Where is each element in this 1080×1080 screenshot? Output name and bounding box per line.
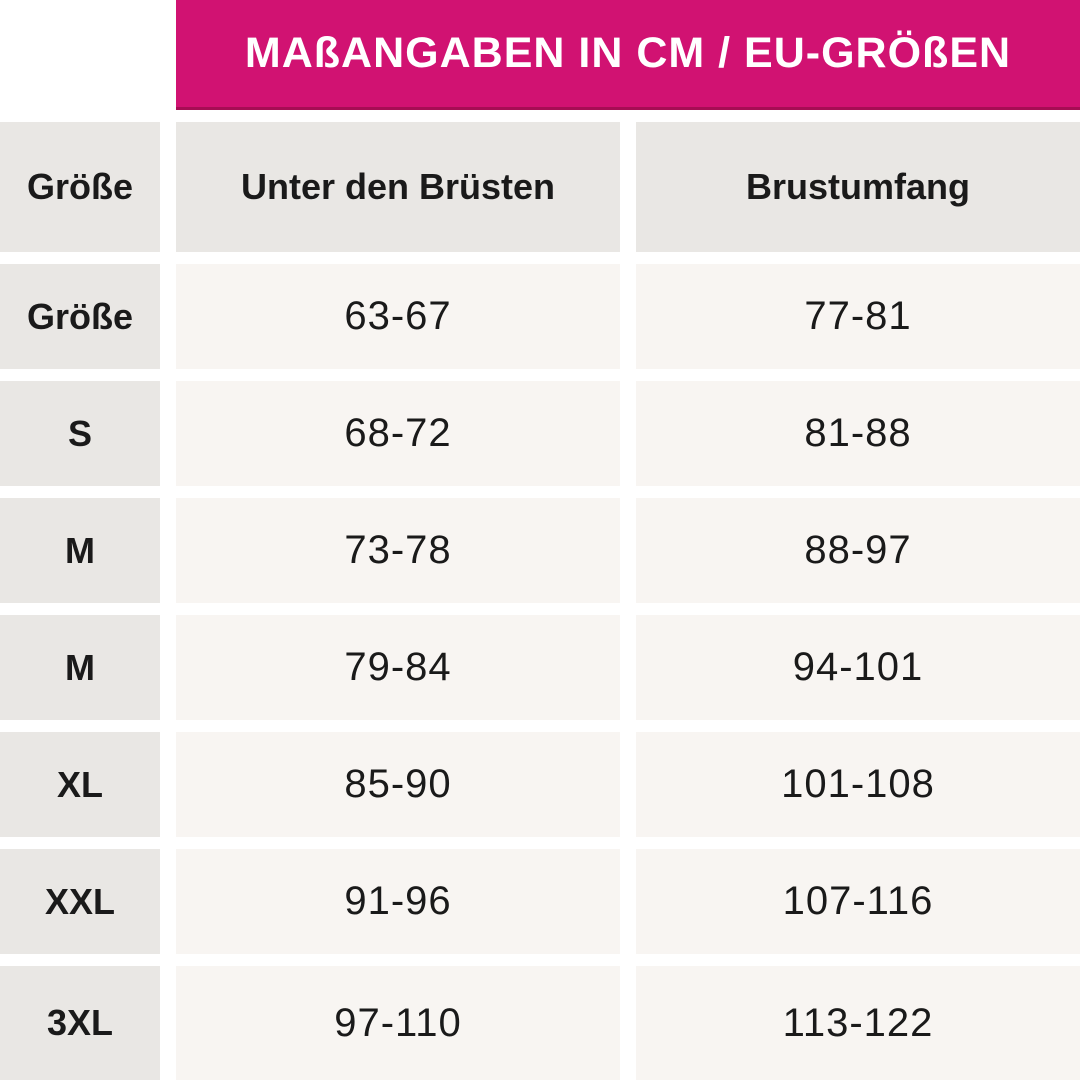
page-title: MAßANGABEN IN CM / EU-GRÖßEN — [244, 29, 1012, 77]
row-6-underbust-value: 91-96 — [176, 849, 620, 954]
row-5-bust-value: 101-108 — [636, 732, 1080, 837]
row-4-bust-value: 94-101 — [636, 615, 1080, 720]
row-2-underbust-value: 68-72 — [176, 381, 620, 486]
row-1-underbust-value: 63-67 — [176, 264, 620, 369]
title-banner: MAßANGABEN IN CM / EU-GRÖßEN — [176, 0, 1080, 110]
size-chart-table: Größe Unter den Brüsten Brustumfang Größ… — [0, 122, 1080, 1080]
row-5-underbust-value: 85-90 — [176, 732, 620, 837]
row-1-bust-value: 77-81 — [636, 264, 1080, 369]
row-7-bust-value: 113-122 — [636, 966, 1080, 1080]
row-2-size-label: S — [0, 381, 160, 486]
row-6-bust-value: 107-116 — [636, 849, 1080, 954]
row-7-size-label: 3XL — [0, 966, 160, 1080]
row-3-underbust-value: 73-78 — [176, 498, 620, 603]
column-header-size: Größe — [0, 122, 160, 252]
row-7-underbust-value: 97-110 — [176, 966, 620, 1080]
row-4-underbust-value: 79-84 — [176, 615, 620, 720]
row-4-size-label: M — [0, 615, 160, 720]
row-3-size-label: M — [0, 498, 160, 603]
row-1-size-label: Größe — [0, 264, 160, 369]
row-6-size-label: XXL — [0, 849, 160, 954]
row-2-bust-value: 81-88 — [636, 381, 1080, 486]
column-header-bust: Brustumfang — [636, 122, 1080, 252]
row-3-bust-value: 88-97 — [636, 498, 1080, 603]
row-5-size-label: XL — [0, 732, 160, 837]
column-header-underbust: Unter den Brüsten — [176, 122, 620, 252]
